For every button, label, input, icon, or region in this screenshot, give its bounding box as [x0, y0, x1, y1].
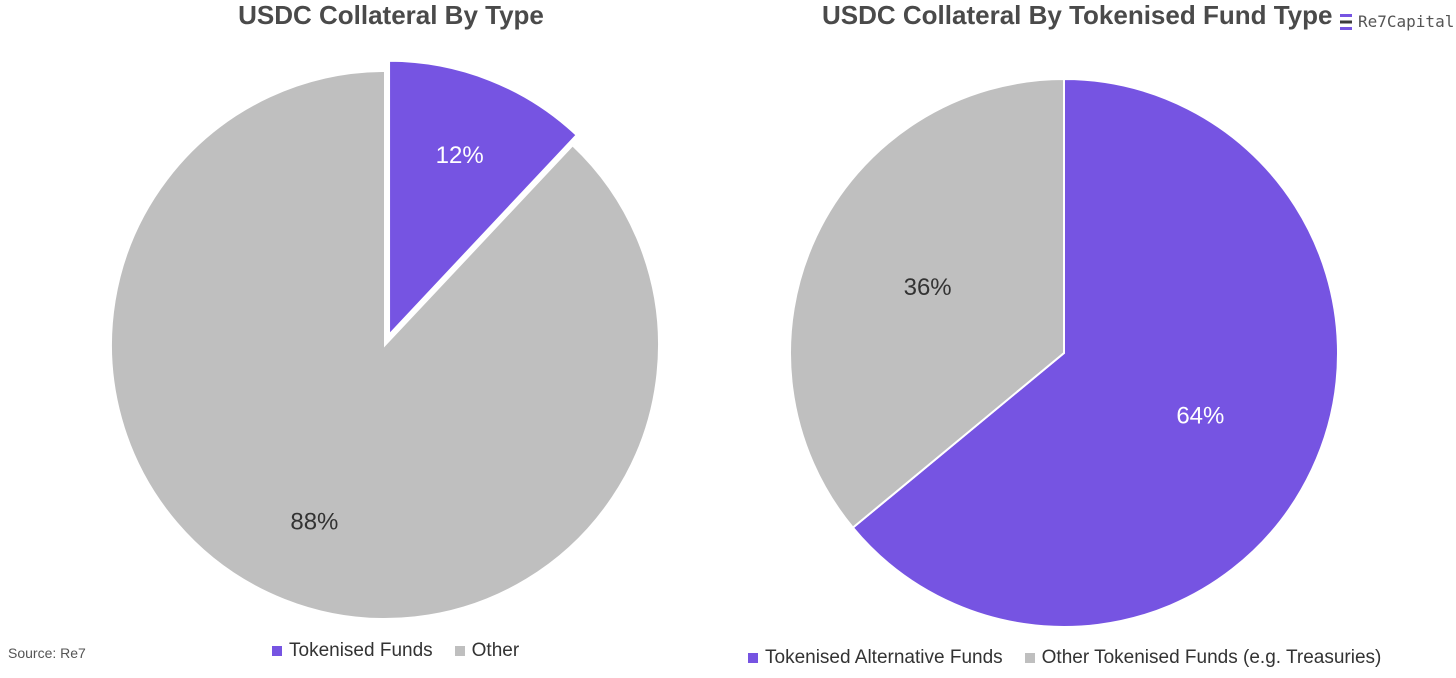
pie-chart-collateral-by-type: 12% 88% [110, 59, 660, 620]
legend-item-other: Other [454, 640, 520, 662]
re7-stack-icon [1340, 13, 1352, 30]
brand-logo: Re7Capital [1338, 12, 1454, 31]
legend-label: Tokenised Funds [289, 640, 433, 661]
brand-logo-text: Re7Capital [1358, 12, 1455, 31]
legend-item-other-tokenised-funds: Other Tokenised Funds (e.g. Treasuries) [1024, 647, 1382, 669]
source-note: Source: Re7 [8, 645, 86, 661]
data-label-other: 88% [290, 509, 338, 536]
legend-item-tokenised-alternative-funds: Tokenised Alternative Funds [748, 647, 1003, 669]
legend-label: Tokenised Alternative Funds [765, 647, 1003, 668]
data-label-other-tokenised-funds-e-g-treasuries: 36% [904, 274, 952, 301]
pie-slice-tokenised-alternative-funds [851, 77, 1339, 628]
legend-collateral-by-fund-type: Tokenised Alternative Funds Other Tokeni… [748, 647, 1403, 669]
pie-chart-collateral-by-fund-type: 64% 36% [789, 77, 1339, 628]
legend-swatch [748, 653, 758, 663]
legend-label: Other [471, 640, 520, 661]
chart-title-collateral-by-type: USDC Collateral By Type [238, 0, 544, 30]
legend-item-tokenised-funds: Tokenised Funds [272, 640, 433, 662]
legend-label: Other Tokenised Funds (e.g. Treasuries) [1041, 647, 1382, 668]
legend-collateral-by-type: Tokenised Funds Other [272, 640, 541, 662]
data-label-tokenised-alternative-funds: 64% [1176, 403, 1224, 430]
pie-slice-tokenised-funds [388, 59, 579, 338]
legend-swatch [272, 646, 282, 656]
legend-swatch [454, 646, 465, 656]
data-label-tokenised-funds: 12% [436, 142, 484, 169]
pie-slice-other-tokenised-funds-e-g-treasuries [789, 77, 1065, 530]
pie-slice-other [110, 69, 660, 620]
legend-swatch [1024, 653, 1035, 663]
chart-title-collateral-by-fund-type: USDC Collateral By Tokenised Fund Type [822, 0, 1333, 30]
